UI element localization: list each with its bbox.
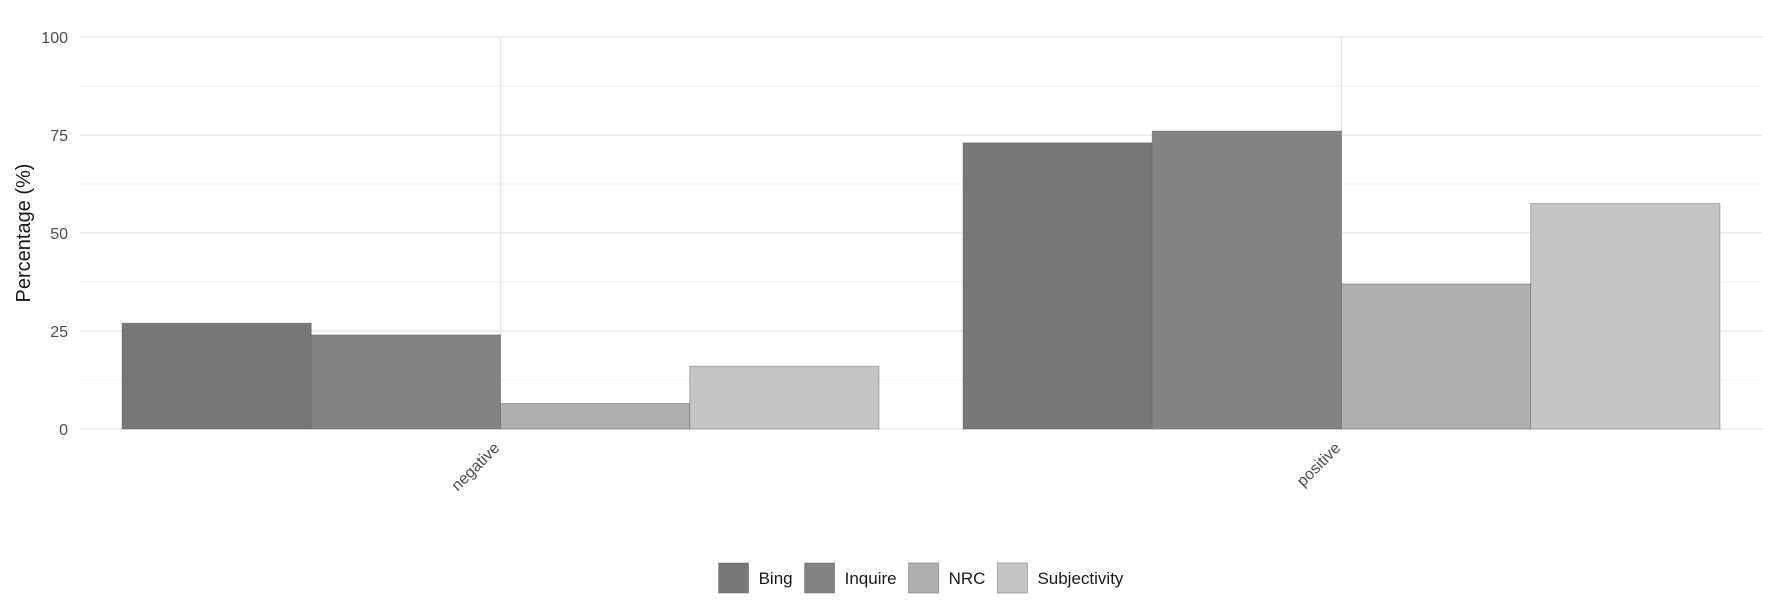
legend-key (718, 562, 750, 594)
bar-nrc-negative (500, 403, 691, 430)
bar-subjectivity-negative (689, 365, 880, 430)
legend: Bing Inquire NRC Subjectivity (718, 562, 1124, 594)
legend-key (996, 562, 1028, 594)
y-tick-label: 50 (50, 226, 68, 243)
legend-label: NRC (949, 569, 986, 588)
x-tick-label: negative (449, 440, 504, 495)
y-tick-label: 0 (59, 422, 68, 439)
bar-bing-positive (962, 142, 1153, 430)
legend-label: Bing (759, 569, 793, 588)
bar-inquire-positive (1151, 130, 1343, 430)
y-tick-label: 100 (41, 30, 68, 47)
legend-label: Subjectivity (1037, 569, 1123, 588)
x-axis-ticks: negative positive (449, 440, 1345, 495)
y-tick-label: 75 (50, 128, 68, 145)
y-tick-label: 25 (50, 324, 68, 341)
legend-item-subjectivity: Subjectivity (996, 562, 1124, 594)
bar-subjectivity-positive (1530, 203, 1721, 430)
bar-nrc-positive (1341, 283, 1532, 430)
legend-key (804, 562, 836, 594)
bar-inquire-negative (310, 334, 501, 430)
legend-label: Inquire (845, 569, 897, 588)
y-axis-ticks: 0 25 50 75 100 (41, 30, 68, 439)
y-axis-title: Percentage (%) (13, 164, 35, 303)
legend-key (908, 562, 940, 594)
x-tick-label: positive (1294, 440, 1344, 490)
legend-item-nrc: NRC (908, 562, 986, 594)
bars (121, 130, 1721, 430)
legend-item-bing: Bing (718, 562, 793, 594)
bar-bing-negative (121, 322, 312, 430)
legend-item-inquire: Inquire (804, 562, 897, 594)
